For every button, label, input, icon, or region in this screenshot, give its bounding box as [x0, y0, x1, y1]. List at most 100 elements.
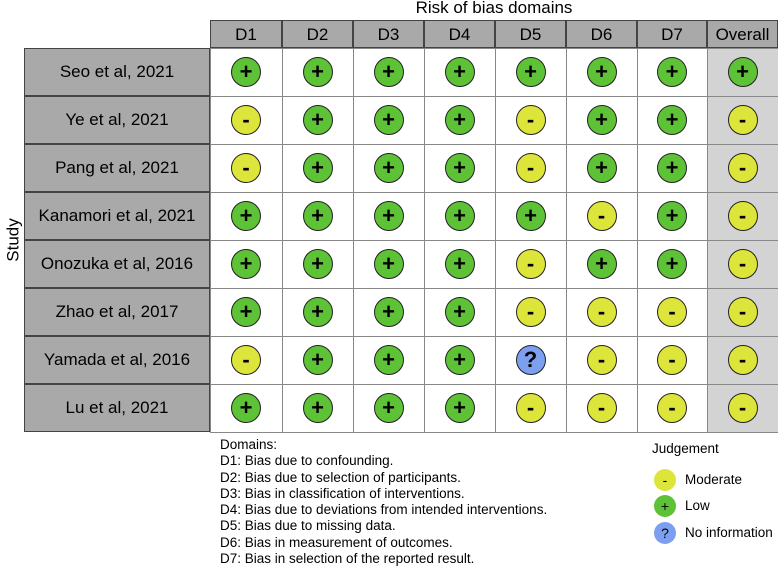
legend-label: No information	[685, 525, 773, 540]
judgement-cell-d3: +	[373, 393, 404, 423]
judgement-cell-d2: +	[302, 345, 333, 375]
judgement-cell-d5: -	[515, 105, 546, 135]
judgement-cell-overall: -	[727, 297, 758, 327]
grid-line-horizontal	[210, 432, 778, 433]
judgement-cell-d2: +	[302, 105, 333, 135]
grid-line-horizontal	[210, 192, 778, 193]
study-label: Kanamori et al, 2021	[24, 192, 210, 240]
column-header-d3: D3	[353, 20, 424, 48]
judgement-cell-d2: +	[302, 153, 333, 183]
column-header-d6: D6	[566, 20, 637, 48]
judgement-cell-d4: +	[444, 57, 475, 87]
grid-line-horizontal	[210, 384, 778, 385]
judgement-legend-title: Judgement	[652, 441, 719, 456]
domain-description: D3: Bias in classification of interventi…	[220, 485, 465, 501]
judgement-cell-d5: +	[515, 57, 546, 87]
judgement-cell-d7: -	[657, 345, 687, 375]
study-label: Zhao et al, 2017	[24, 288, 210, 336]
judgement-cell-d4: +	[444, 153, 475, 183]
judgement-cell-d6: -	[586, 345, 617, 375]
judgement-cell-d4: +	[444, 297, 475, 327]
judgement-cell-d2: +	[302, 393, 333, 423]
judgement-cell-d7: -	[657, 393, 687, 423]
judgement-cell-d1: -	[231, 105, 261, 135]
judgement-cell-d4: +	[444, 345, 475, 375]
domain-description: D6: Bias in measurement of outcomes.	[220, 534, 453, 550]
legend-swatch: ?	[654, 522, 676, 544]
domain-description: D1: Bias due to confounding.	[220, 453, 394, 469]
column-header-d5: D5	[495, 20, 566, 48]
legend-swatch: +	[654, 495, 676, 517]
grid-line-horizontal	[210, 48, 778, 49]
legend-swatch: -	[654, 469, 676, 491]
domains-legend: Domains: D1: Bias due to confounding. D2:…	[220, 437, 547, 567]
study-label: Seo et al, 2021	[24, 48, 210, 96]
judgement-cell-d1: +	[231, 393, 261, 423]
judgement-cell-overall: -	[727, 249, 758, 279]
judgement-cell-d1: +	[231, 249, 261, 279]
judgement-cell-overall: -	[727, 105, 758, 135]
judgement-cell-d5: -	[515, 393, 546, 423]
column-header-d7: D7	[637, 20, 707, 48]
legend-label: Low	[685, 498, 710, 513]
study-label: Onozuka et al, 2016	[24, 240, 210, 288]
judgement-cell-overall: +	[727, 57, 758, 87]
domain-description: D2: Bias due to selection of participant…	[220, 469, 461, 485]
judgement-cell-d6: +	[586, 249, 617, 279]
column-header-overall: Overall	[707, 20, 778, 48]
judgement-cell-overall: -	[727, 393, 758, 423]
y-axis-label: Study	[3, 218, 23, 262]
judgement-cell-d6: +	[586, 105, 617, 135]
judgement-cell-d1: -	[231, 153, 261, 183]
judgement-cell-d2: +	[302, 201, 333, 231]
judgement-cell-d3: +	[373, 105, 404, 135]
study-label: Yamada et al, 2016	[24, 336, 210, 384]
judgement-cell-overall: -	[727, 345, 758, 375]
judgement-cell-d6: -	[586, 201, 617, 231]
judgement-cell-d4: +	[444, 201, 475, 231]
study-label: Lu et al, 2021	[24, 384, 210, 432]
judgement-cell-d5: -	[515, 297, 546, 327]
judgement-cell-d7: +	[657, 105, 687, 135]
judgement-cell-d6: +	[586, 57, 617, 87]
judgement-cell-d6: +	[586, 153, 617, 183]
domains-heading: Domains:	[220, 437, 278, 452]
judgement-cell-d6: -	[586, 297, 617, 327]
judgement-cell-d5: -	[515, 153, 546, 183]
judgement-cell-d1: +	[231, 57, 261, 87]
study-label: Pang et al, 2021	[24, 144, 210, 192]
judgement-cell-d3: +	[373, 345, 404, 375]
judgement-cell-d5: +	[515, 201, 546, 231]
judgement-cell-d1: +	[231, 201, 261, 231]
judgement-grid: + + + + + + + + - + + + - + + - - + + + - + + - + + + + + - + - + + + + - + + -…	[210, 48, 778, 433]
grid-line-horizontal	[210, 288, 778, 289]
judgement-cell-d1: -	[231, 345, 261, 375]
judgement-cell-d1: +	[231, 297, 261, 327]
judgement-cell-d7: +	[657, 153, 687, 183]
domain-description: D5: Bias due to missing data.	[220, 518, 396, 534]
judgement-cell-d7: +	[657, 57, 687, 87]
domain-description: D4: Bias due to deviations from intended…	[220, 502, 548, 518]
judgement-cell-d4: +	[444, 249, 475, 279]
study-label: Ye et al, 2021	[24, 96, 210, 144]
chart-title: Risk of bias domains	[415, 0, 573, 17]
judgement-cell-d7: +	[657, 201, 687, 231]
judgement-cell-overall: -	[727, 153, 758, 183]
judgement-cell-d3: +	[373, 153, 404, 183]
judgement-cell-d5: -	[515, 249, 546, 279]
column-header-d4: D4	[424, 20, 495, 48]
judgement-cell-d7: +	[657, 249, 687, 279]
grid-line-horizontal	[210, 96, 778, 97]
domain-description: D7: Bias in selection of the reported re…	[220, 551, 475, 567]
judgement-cell-d3: +	[373, 249, 404, 279]
grid-line-horizontal	[210, 240, 778, 241]
grid-line-horizontal	[210, 144, 778, 145]
grid-line-horizontal	[210, 336, 778, 337]
judgement-cell-d5: ?	[515, 345, 546, 375]
judgement-cell-d4: +	[444, 105, 475, 135]
judgement-cell-d6: -	[586, 393, 617, 423]
judgement-cell-d7: -	[657, 297, 687, 327]
column-header-d1: D1	[210, 20, 282, 48]
judgement-cell-d2: +	[302, 57, 333, 87]
judgement-cell-d2: +	[302, 249, 333, 279]
